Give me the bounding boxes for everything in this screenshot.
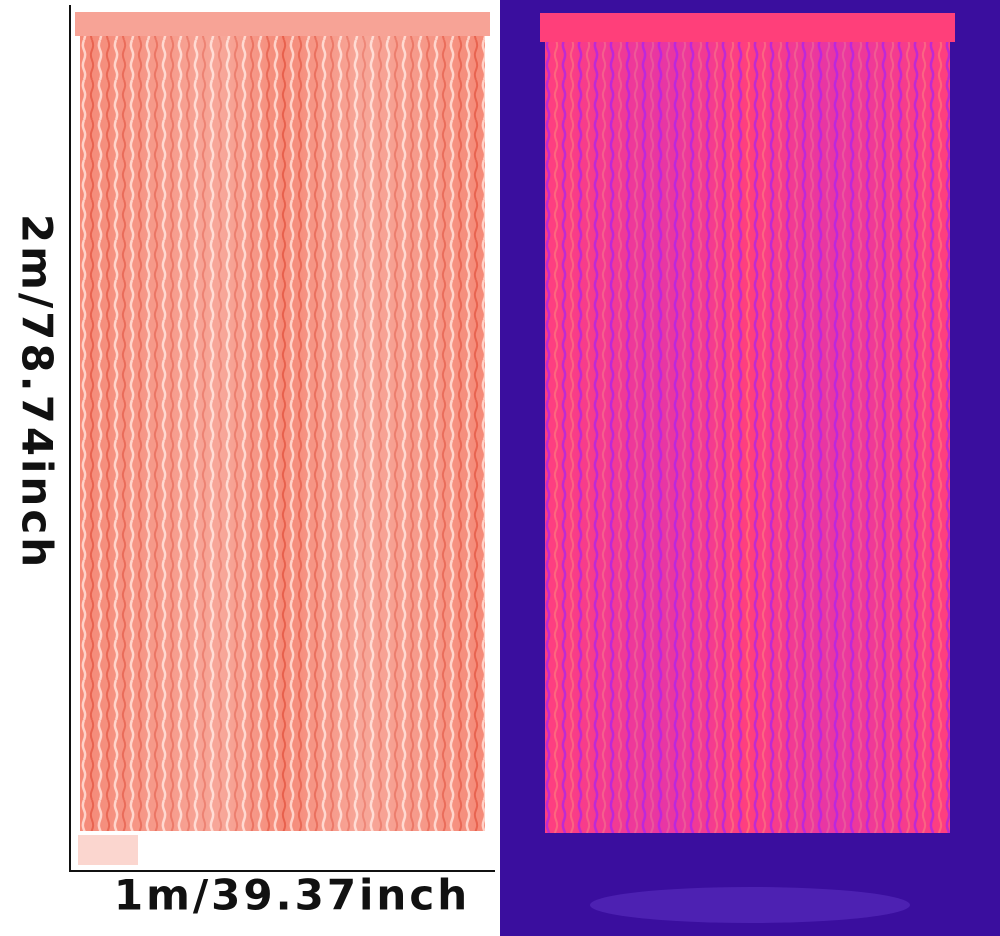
curtain-shadow (78, 835, 138, 865)
height-label: 2m/78.74inch (13, 214, 62, 570)
uv-curtain-rod (540, 13, 955, 42)
uv-curtain-glow (545, 42, 950, 833)
width-label: 1m/39.37inch (114, 871, 470, 920)
floor-glow (590, 887, 910, 923)
curtain-shine (80, 36, 485, 831)
curtain-rod (75, 12, 490, 36)
